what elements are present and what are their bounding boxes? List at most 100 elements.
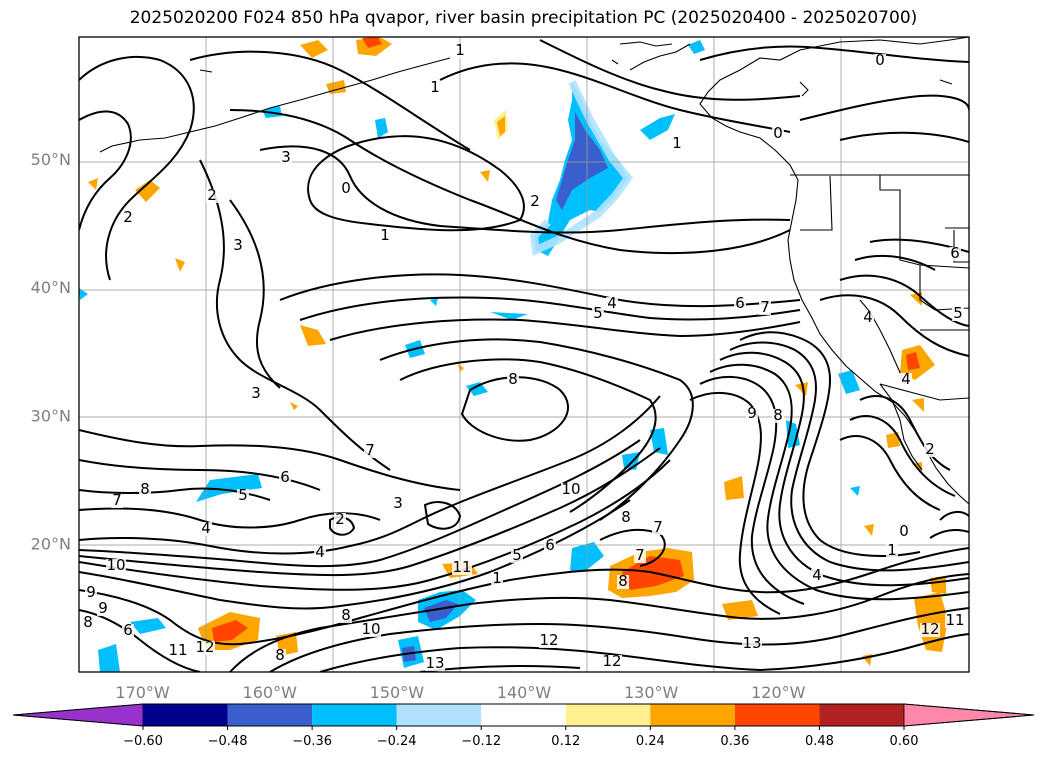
colorbar-tick-label: 0.60: [890, 734, 919, 749]
contour-label-bg: [742, 637, 762, 651]
contour-label-bg: [139, 483, 151, 497]
contour-label: 2: [335, 510, 345, 528]
shade-patch: [300, 325, 326, 346]
contour-label: 5: [238, 486, 248, 504]
contour-label: 8: [83, 613, 93, 631]
contour-label: 7: [760, 298, 770, 316]
contour-label-bg: [85, 586, 97, 600]
contour-label: 1: [492, 569, 502, 587]
contour-label-bg: [232, 239, 244, 253]
contour-label-bg: [734, 297, 746, 311]
shade-patch: [795, 382, 808, 396]
contour-label-bg: [620, 511, 632, 525]
contour-label: 2: [207, 186, 217, 204]
contour-label: 10: [106, 556, 125, 574]
contour-label-bg: [122, 624, 134, 638]
contour-label: 12: [602, 652, 621, 670]
contour-label-bg: [111, 494, 123, 508]
longitude-labels: 170°W 160°W 150°W 140°W 130°W 120°W: [115, 683, 805, 702]
contour-label: 11: [945, 611, 964, 629]
contour-label: 13: [742, 634, 761, 652]
shade-patch: [130, 618, 166, 634]
contour-label: 12: [920, 620, 939, 638]
contour-label-bg: [200, 522, 212, 536]
shade-patch: [640, 114, 675, 140]
lon-tick-label: 150°W: [370, 683, 425, 702]
contour-label: 4: [201, 519, 211, 537]
colorbar-segment: [312, 704, 397, 726]
colorbar-segment: [734, 704, 820, 726]
contour-label-bg: [949, 247, 961, 261]
shade-patch: [430, 298, 438, 306]
contour-label-bg: [886, 544, 898, 558]
colorbar-segment: [143, 704, 228, 726]
contour-label: 10: [561, 480, 580, 498]
contour-label: 11: [452, 558, 471, 576]
contour-label: 4: [901, 370, 911, 388]
contour-label-bg: [652, 521, 664, 535]
colorbar-tick-label: −0.12: [461, 734, 501, 749]
contour-label-bg: [106, 559, 126, 573]
contour-label-bg: [364, 444, 376, 458]
shade-patch: [722, 600, 758, 620]
contour-label-bg: [945, 614, 965, 628]
contour-label: 9: [747, 404, 757, 422]
contour-label-bg: [606, 297, 618, 311]
contour-label: 2: [925, 440, 935, 458]
contour-label-bg: [280, 151, 292, 165]
contour-label-bg: [634, 549, 646, 563]
contour-label: 8: [621, 508, 631, 526]
lat-tick-label: 30°N: [31, 406, 71, 425]
shade-patch: [850, 486, 860, 496]
latitude-labels: 50°N 40°N 30°N 20°N: [31, 150, 71, 554]
contour-label-bg: [274, 649, 286, 663]
shade-patch: [362, 37, 382, 48]
contour-label: 8: [508, 370, 518, 388]
contour-label-bg: [511, 549, 523, 563]
colorbar-tick-label: 0.24: [636, 734, 665, 749]
colorbar-segment: [396, 704, 482, 726]
contour-label: 11: [168, 641, 187, 659]
contour-label-bg: [874, 54, 886, 68]
colorbar-segment: [227, 704, 313, 726]
lon-tick-label: 130°W: [624, 683, 679, 702]
contour-label: 8: [618, 572, 628, 590]
contour-label-bg: [195, 641, 215, 655]
contour-label-bg: [952, 307, 964, 321]
contour-label: 0: [773, 124, 783, 142]
shade-patch: [864, 524, 874, 536]
colorbar-tick-label: 0.48: [805, 734, 834, 749]
contour-label: 3: [393, 494, 403, 512]
shade-patch: [930, 576, 946, 594]
colorbar-tick-label: −0.60: [123, 734, 163, 749]
contour-label: 5: [593, 304, 603, 322]
contour-label: 4: [863, 308, 873, 326]
contour-label: 4: [812, 566, 822, 584]
contour-label: 10: [361, 620, 380, 638]
colorbar-tick-label: −0.36: [292, 734, 332, 749]
contour-label: 8: [275, 646, 285, 664]
lat-tick-label: 20°N: [31, 535, 71, 554]
shade-patch: [375, 118, 388, 138]
contour-label-bg: [334, 513, 346, 527]
colorbar-tick-label: 0.12: [551, 734, 580, 749]
map-frame: [78, 36, 970, 673]
contour-label: 3: [251, 384, 261, 402]
colorbar-tick-label: −0.48: [208, 734, 248, 749]
contour-label: 7: [365, 441, 375, 459]
contour-label-bg: [544, 539, 556, 553]
shade-patch: [212, 620, 248, 642]
shade-patch: [906, 352, 920, 370]
lon-tick-label: 170°W: [115, 683, 170, 702]
contour-label-bg: [507, 373, 519, 387]
contour-label: 3: [281, 148, 291, 166]
contour-label-bg: [772, 127, 784, 141]
contour-label: 2: [123, 208, 133, 226]
contour-label: 9: [86, 583, 96, 601]
contour-label-bg: [206, 189, 218, 203]
contour-label-bg: [862, 311, 874, 325]
lon-tick-label: 160°W: [243, 683, 298, 702]
lat-tick-label: 40°N: [31, 278, 71, 297]
shade-patch: [88, 178, 98, 190]
contour-label-bg: [924, 443, 936, 457]
